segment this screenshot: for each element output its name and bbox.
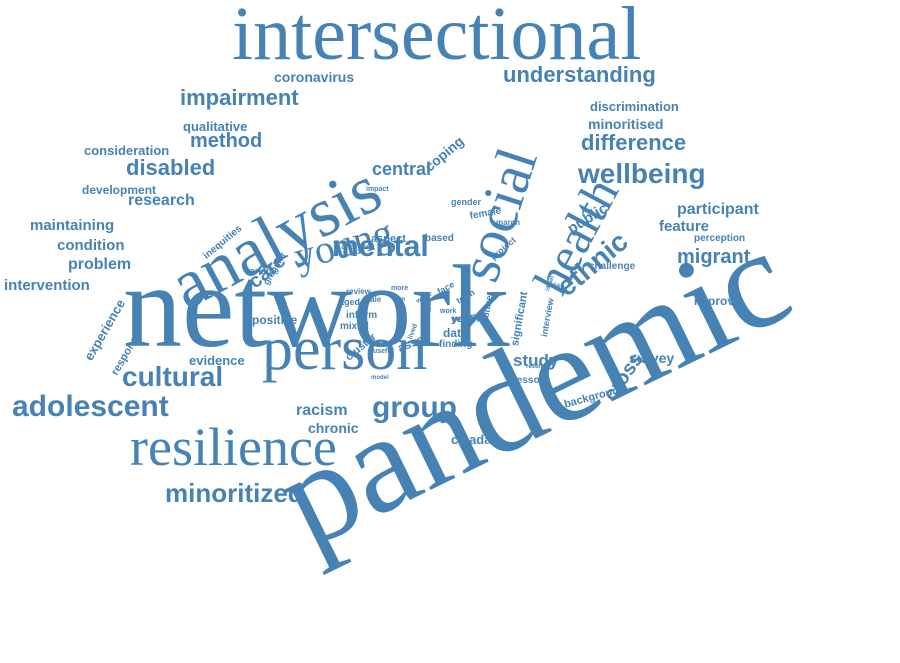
word-perception: perception: [694, 233, 746, 244]
word-result: result: [526, 364, 543, 370]
word-discrimination: discrimination: [590, 99, 679, 114]
word-based: based: [425, 233, 454, 244]
word-useful: useful: [373, 348, 394, 355]
word-inform: inform: [346, 310, 378, 321]
word-cultural: cultural: [122, 361, 224, 392]
word-intersectional: intersectional: [232, 0, 642, 76]
word-understanding: understanding: [503, 62, 656, 87]
word-mental: mental: [332, 230, 429, 263]
word-aspect: aspect: [371, 233, 406, 245]
word-maintaining: maintaining: [30, 217, 115, 234]
word-consideration: consideration: [84, 143, 170, 158]
word-data: data: [443, 326, 468, 340]
word-qualitative: qualitative: [183, 119, 248, 134]
word-group: group: [372, 391, 457, 424]
word-research: research: [128, 192, 195, 209]
word-evidence: evidence: [189, 353, 245, 368]
word-positive: positive: [252, 313, 298, 327]
word-lesson: lesson: [514, 375, 546, 386]
word-work: work: [440, 308, 457, 315]
word-analyse: analyse: [341, 242, 371, 251]
word-model: model: [371, 375, 389, 381]
word-disabled: disabled: [126, 155, 216, 180]
word-aged: aged: [339, 297, 361, 307]
word-development: development: [82, 183, 157, 197]
word-impairment: impairment: [180, 85, 299, 110]
word-central: central: [372, 159, 432, 179]
word-adolescent: adolescent: [12, 390, 169, 423]
word-india: india: [546, 283, 561, 289]
word-minoritised: minoritised: [588, 116, 664, 132]
word-cicada: cicada: [451, 432, 492, 447]
word-migrant: migrant: [677, 246, 751, 268]
word-review: review: [346, 287, 371, 296]
word-coronavirus: coronavirus: [274, 69, 355, 85]
word-study: study: [513, 351, 559, 370]
word-finding: finding: [439, 339, 473, 350]
word-youth: youth: [452, 314, 480, 325]
word-racism: racism: [296, 402, 348, 419]
word-item: item: [393, 297, 406, 303]
word-year: year: [451, 314, 470, 324]
word-more: more: [391, 285, 409, 292]
word-resilience: resilience: [130, 417, 337, 477]
word-participant: participant: [677, 201, 759, 218]
word-chronic: chronic: [308, 420, 359, 436]
word-coping: coping: [421, 132, 467, 175]
word-network: network: [123, 241, 510, 372]
word-gender: gender: [451, 197, 482, 207]
word-person: person: [262, 315, 428, 383]
word-idea: idea: [427, 299, 433, 312]
word-improve: improve: [694, 294, 741, 308]
word-difference: difference: [581, 130, 687, 155]
word-impact: impact: [366, 186, 389, 193]
word-method: method: [190, 130, 263, 152]
word-problem: problem: [68, 256, 132, 273]
word-wellbeing: wellbeing: [578, 158, 706, 189]
word-mixed: mixed: [340, 321, 369, 332]
word-survey: survey: [629, 350, 675, 366]
word-feature: feature: [659, 218, 710, 235]
word-male: male: [363, 295, 382, 304]
word-variable: variable: [245, 266, 280, 276]
word-condition: condition: [57, 237, 125, 254]
word-minoritized: minoritized: [165, 478, 304, 508]
word-challenge: challenge: [589, 261, 636, 272]
word-intervention: intervention: [4, 277, 90, 294]
word-march: march: [496, 218, 521, 227]
